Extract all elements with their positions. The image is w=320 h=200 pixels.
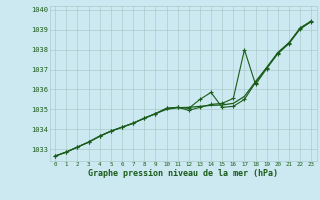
- X-axis label: Graphe pression niveau de la mer (hPa): Graphe pression niveau de la mer (hPa): [88, 169, 278, 178]
